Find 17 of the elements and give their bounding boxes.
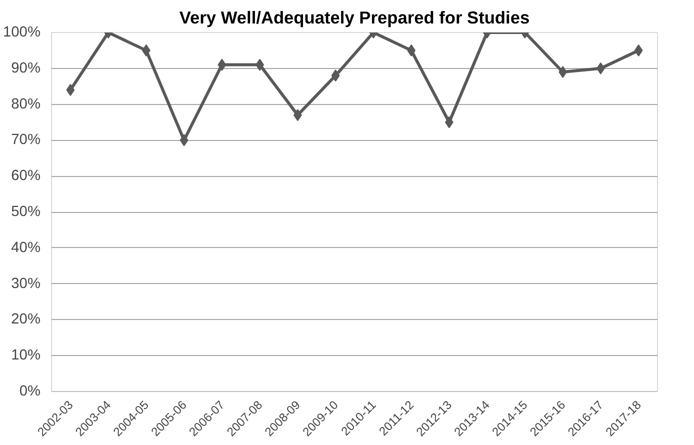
y-tick-label: 40% [11, 240, 41, 256]
point [180, 134, 188, 146]
point [331, 70, 340, 82]
y-tick-label: 20% [11, 312, 41, 328]
y-tick-label: 0% [19, 384, 41, 400]
y-tick-label: 10% [11, 348, 41, 364]
y-tick-label: 70% [11, 132, 41, 148]
point [66, 84, 75, 96]
y-tick-label: 60% [11, 168, 41, 184]
y-tick-label: 100% [3, 24, 41, 40]
y-tick-label: 50% [11, 204, 41, 220]
y-tick-label: 90% [11, 60, 41, 76]
chart-title: Very Well/Adequately Prepared for Studies [179, 8, 530, 28]
point [218, 58, 226, 71]
y-tick-label: 80% [11, 96, 41, 112]
point [634, 44, 643, 56]
y-tick-label: 30% [11, 276, 41, 292]
